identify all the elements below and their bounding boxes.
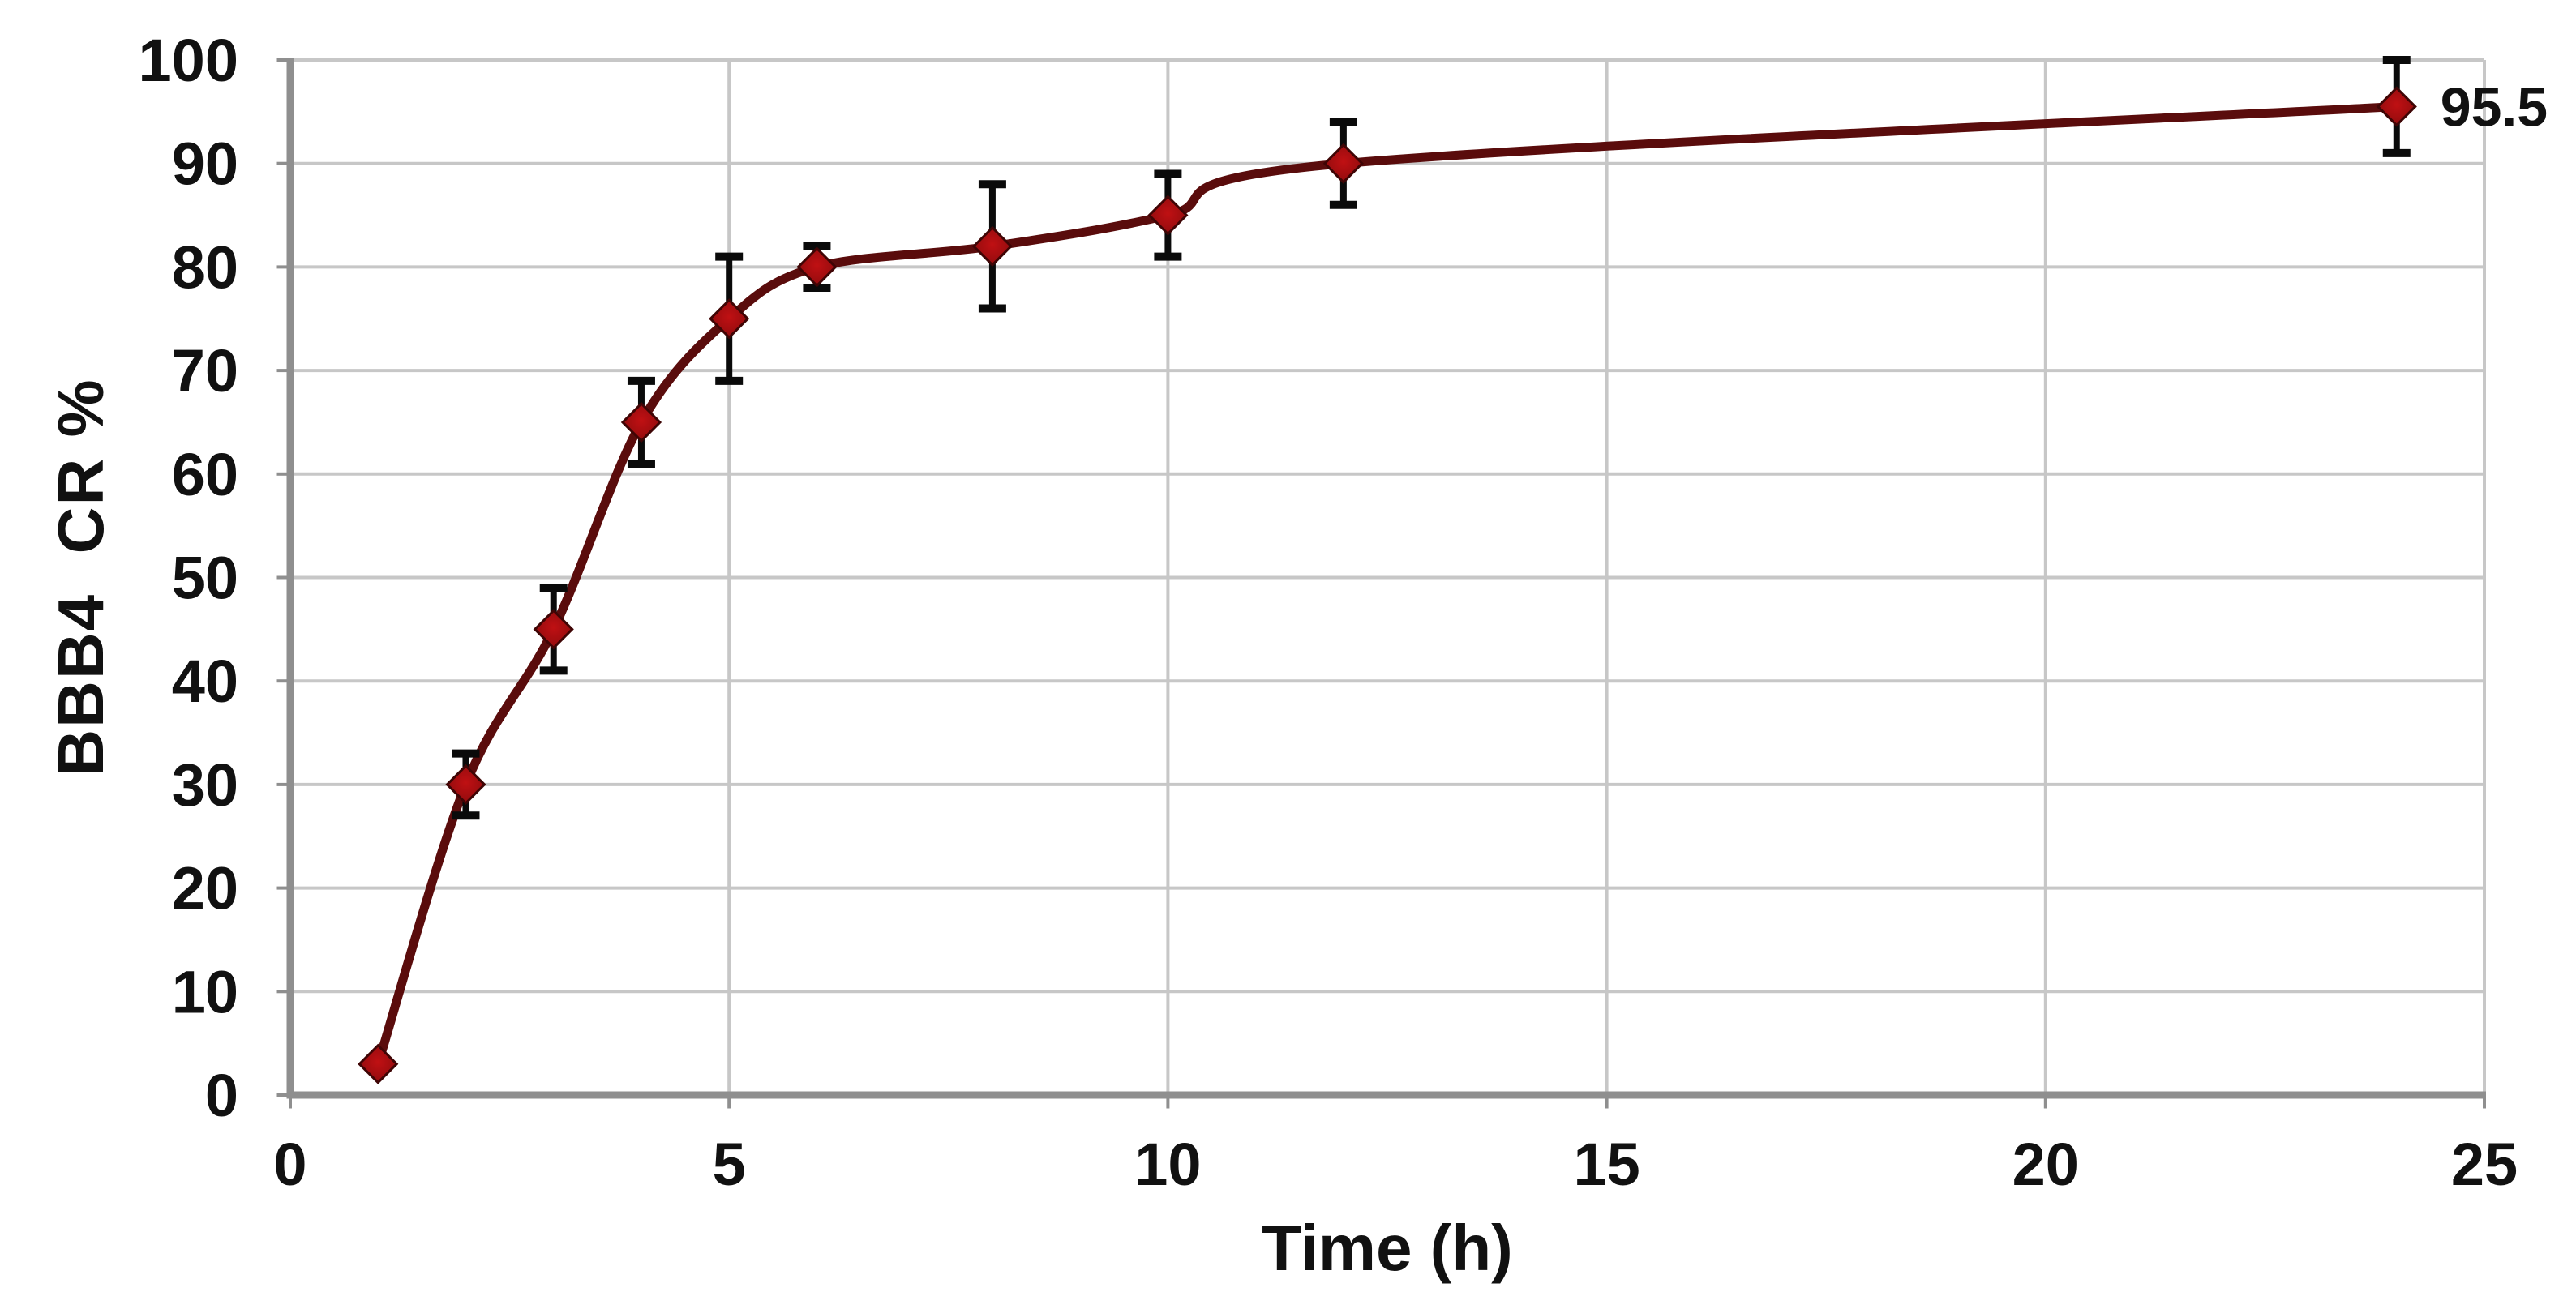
x-tick-label: 5 bbox=[713, 1131, 746, 1198]
axes bbox=[276, 58, 2486, 1109]
x-tick-label: 25 bbox=[2451, 1131, 2518, 1198]
y-tick-label: 80 bbox=[172, 233, 238, 301]
data-point-marker bbox=[2376, 86, 2417, 127]
x-tick-label: 15 bbox=[1573, 1131, 1639, 1198]
x-tick-label: 0 bbox=[273, 1131, 306, 1198]
data-point-marker bbox=[620, 401, 662, 443]
data-point-marker bbox=[533, 609, 574, 650]
series-bbb4-cr bbox=[358, 56, 2417, 1084]
gridlines bbox=[290, 58, 2486, 1095]
y-tick-label: 0 bbox=[205, 1062, 238, 1129]
y-tick-label: 60 bbox=[172, 441, 238, 508]
data-point-marker bbox=[971, 225, 1014, 267]
y-tick-label: 40 bbox=[172, 648, 238, 715]
data-point-marker bbox=[796, 246, 838, 288]
y-tick-label: 50 bbox=[172, 545, 238, 612]
x-tick-label: 20 bbox=[2012, 1131, 2079, 1198]
y-tick-label: 70 bbox=[172, 337, 238, 404]
x-tick-label: 10 bbox=[1134, 1131, 1201, 1198]
y-tick-label: 90 bbox=[172, 130, 238, 198]
y-tick-label: 10 bbox=[172, 958, 238, 1025]
data-point-marker bbox=[445, 764, 486, 806]
tick-labels: 0 10 20 30 40 50 60 70 80 90 100 0 5 10 15 20 25 bbox=[139, 27, 2518, 1198]
y-axis-title: BBB4 CR % bbox=[45, 378, 117, 776]
data-point-marker bbox=[1147, 195, 1189, 236]
y-tick-label: 20 bbox=[172, 855, 238, 922]
point-annotation: 95.5 bbox=[2441, 76, 2548, 138]
data-point-marker bbox=[358, 1043, 399, 1084]
data-point-marker bbox=[1322, 143, 1365, 184]
data-point-marker bbox=[709, 298, 750, 340]
annotations: 95.5 bbox=[2441, 76, 2548, 138]
y-tick-label: 100 bbox=[139, 27, 238, 94]
y-tick-label: 30 bbox=[172, 751, 238, 819]
x-axis-title: Time (h) bbox=[1262, 1212, 1513, 1284]
series-line bbox=[373, 101, 2402, 1069]
